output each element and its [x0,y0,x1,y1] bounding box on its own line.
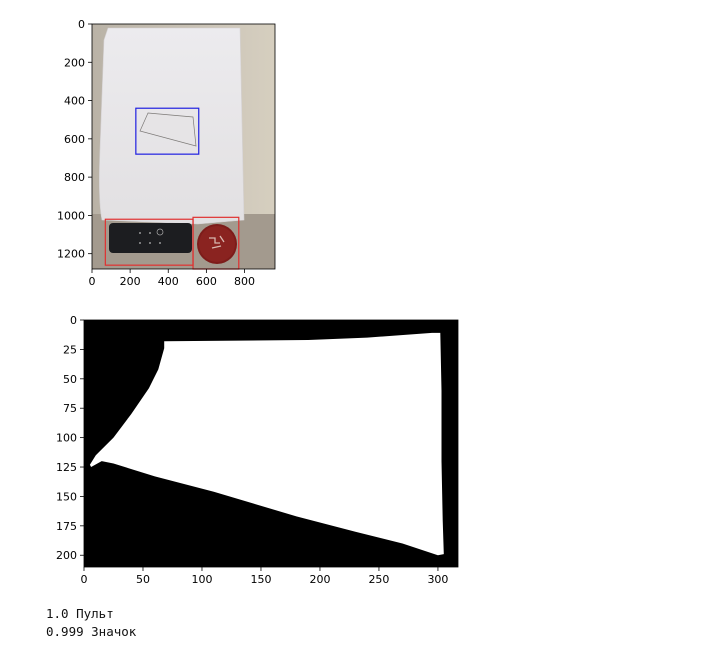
photo-image [92,24,275,269]
plot2-x-tick-label: 0 [81,573,88,586]
plot1-y-tick-label: 600 [64,133,85,146]
plot2-y-tick-label: 0 [70,314,77,327]
plot2-x-tick-label: 100 [191,573,212,586]
plot1-x-tick-label: 0 [89,275,96,288]
plot2-y-tick-label: 75 [63,402,77,415]
plot1-y-tick-label: 800 [64,171,85,184]
plot2-x-tick-label: 300 [427,573,448,586]
plot2-y-tick-label: 50 [63,373,77,386]
plot1-y-tick-label: 1200 [57,248,85,261]
plot2-y-tick-label: 200 [56,549,77,562]
mask-shape [89,332,444,556]
plot1-x-tick-label: 800 [234,275,255,288]
photo-subplot: 0 200 400 600 800 0 200 400 600 800 1000 1200 [57,18,276,288]
plot1-y-axis: 0 200 400 600 800 1000 1200 [57,18,92,261]
plot1-y-tick-label: 200 [64,56,85,69]
plot2-y-tick-label: 150 [56,490,77,503]
mask-subplot: 0 50 100 150 200 250 300 0 25 50 75 100 125 150 175 20… [56,314,459,586]
output-line-1: 1.0 Пульт [46,606,114,621]
plot2-x-tick-label: 250 [368,573,389,586]
plot2-x-axis: 0 50 100 150 200 250 300 [81,567,448,586]
plot2-y-axis: 0 25 50 75 100 125 150 175 200 [56,314,84,562]
plot2-frame [83,319,459,568]
plot1-frame [91,23,276,270]
plot1-y-tick-label: 1000 [57,209,85,222]
output-line-2: 0.999 Значок [46,624,137,639]
plot2-x-tick-label: 150 [250,573,271,586]
plot1-y-tick-label: 400 [64,95,85,108]
plot2-y-tick-label: 125 [56,461,77,474]
plot2-y-tick-label: 175 [56,520,77,533]
plot1-x-tick-label: 400 [158,275,179,288]
plot2-x-tick-label: 200 [309,573,330,586]
plot2-y-tick-label: 100 [56,432,77,445]
plot2-y-tick-label: 25 [63,343,77,356]
cell-output: 1.0 Пульт 0.999 Значок [46,605,136,641]
plot1-x-axis: 0 200 400 600 800 [89,269,255,288]
plot1-x-tick-label: 200 [120,275,141,288]
bounding-box [135,107,200,155]
plot2-x-tick-label: 50 [136,573,150,586]
plot1-y-tick-label: 0 [78,18,85,31]
plot1-x-tick-label: 600 [196,275,217,288]
